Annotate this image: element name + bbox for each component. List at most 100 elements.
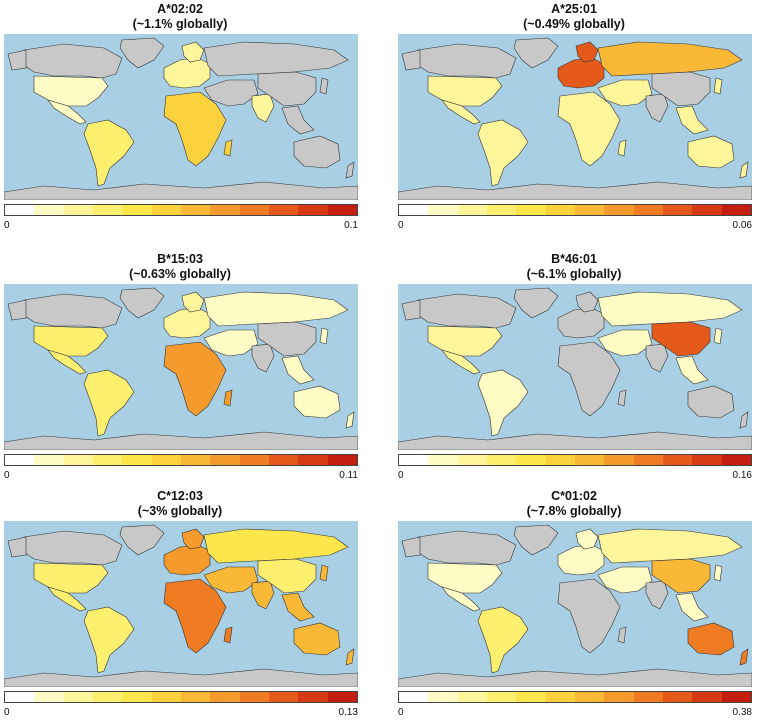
china (651, 321, 711, 357)
africa (163, 91, 227, 167)
scale-step (516, 205, 546, 215)
usa (33, 75, 109, 107)
southeast-asia (281, 592, 315, 622)
map-panel: B*46:01 (~6.1% globally) (394, 252, 754, 488)
scale-step (180, 205, 211, 215)
scale-step (633, 692, 663, 702)
color-scale-bar (4, 691, 358, 703)
scale-step (180, 692, 211, 702)
middle-east (203, 79, 259, 107)
antarctica (4, 181, 358, 200)
panel-title: A*02:02 (157, 2, 203, 16)
panel-title: C*12:03 (157, 489, 203, 503)
world-map-svg (4, 521, 358, 687)
scandinavia (181, 291, 205, 313)
scale-step (298, 455, 328, 465)
south-america (83, 369, 135, 437)
scale-step (151, 455, 181, 465)
scale-step (692, 692, 722, 702)
scale-step (692, 455, 722, 465)
mexico (47, 99, 87, 125)
japan (319, 564, 329, 582)
scale-step (5, 455, 35, 465)
usa (33, 562, 109, 594)
southeast-asia (281, 105, 315, 135)
scale-step (457, 455, 487, 465)
scandinavia (181, 41, 205, 63)
color-scale-bar (398, 691, 752, 703)
scale-step (327, 455, 357, 465)
scale-step (486, 455, 517, 465)
scale-max-label: 0.1 (344, 220, 358, 231)
madagascar (617, 139, 627, 157)
scale-step (63, 692, 93, 702)
scale-step (92, 205, 123, 215)
scale-step (399, 692, 429, 702)
world-map (398, 284, 752, 450)
southeast-asia (675, 355, 709, 385)
scale-step (298, 692, 328, 702)
world-map-svg (398, 34, 752, 200)
scale-step (34, 205, 64, 215)
scandinavia (181, 528, 205, 550)
southeast-asia (675, 105, 709, 135)
scandinavia (575, 291, 599, 313)
scale-step (268, 205, 299, 215)
antarctica (398, 668, 752, 687)
scale-min-label: 0 (398, 470, 404, 481)
scale-step (428, 455, 458, 465)
middle-east (203, 566, 259, 594)
scale-step (34, 692, 64, 702)
alaska (401, 299, 421, 321)
new-zealand (345, 161, 355, 179)
new-zealand (739, 411, 749, 429)
color-scale-bar (4, 454, 358, 466)
china (651, 558, 711, 594)
japan (713, 77, 723, 95)
south-america (477, 369, 529, 437)
australia (687, 135, 735, 169)
russia (203, 291, 349, 327)
antarctica (4, 431, 358, 450)
japan (319, 327, 329, 345)
scale-max-label: 0.11 (339, 470, 358, 481)
scandinavia (575, 528, 599, 550)
china (257, 321, 317, 357)
scale-step (662, 455, 693, 465)
scale-step (63, 455, 93, 465)
scale-step (516, 692, 546, 702)
scale-step (457, 692, 487, 702)
new-zealand (345, 648, 355, 666)
usa (33, 325, 109, 357)
world-map (4, 284, 358, 450)
scale-step (604, 205, 634, 215)
china (651, 71, 711, 107)
middle-east (597, 329, 653, 357)
russia (203, 41, 349, 77)
panel-subtitle: (~0.49% globally) (523, 17, 625, 31)
scale-step (428, 205, 458, 215)
scale-step (721, 692, 751, 702)
antarctica (398, 181, 752, 200)
map-panel: A*25:01 (~0.49% globally) (394, 2, 754, 238)
australia (687, 622, 735, 656)
panel-subtitle: (~0.63% globally) (129, 267, 231, 281)
scale-step (151, 205, 181, 215)
scale-step (633, 205, 663, 215)
mexico (47, 586, 87, 612)
scale-step (327, 692, 357, 702)
scale-step (92, 692, 123, 702)
world-map-svg (4, 34, 358, 200)
russia (597, 528, 743, 564)
panel-subtitle: (~3% globally) (137, 504, 223, 518)
world-map (4, 521, 358, 687)
russia (203, 528, 349, 564)
scale-step (457, 205, 487, 215)
world-map (4, 34, 358, 200)
scale-step (268, 692, 299, 702)
scale-max-label: 0.06 (732, 220, 752, 231)
scale-step (122, 692, 152, 702)
scale-min-label: 0 (4, 707, 10, 718)
south-america (477, 606, 529, 674)
scale-step (545, 692, 575, 702)
